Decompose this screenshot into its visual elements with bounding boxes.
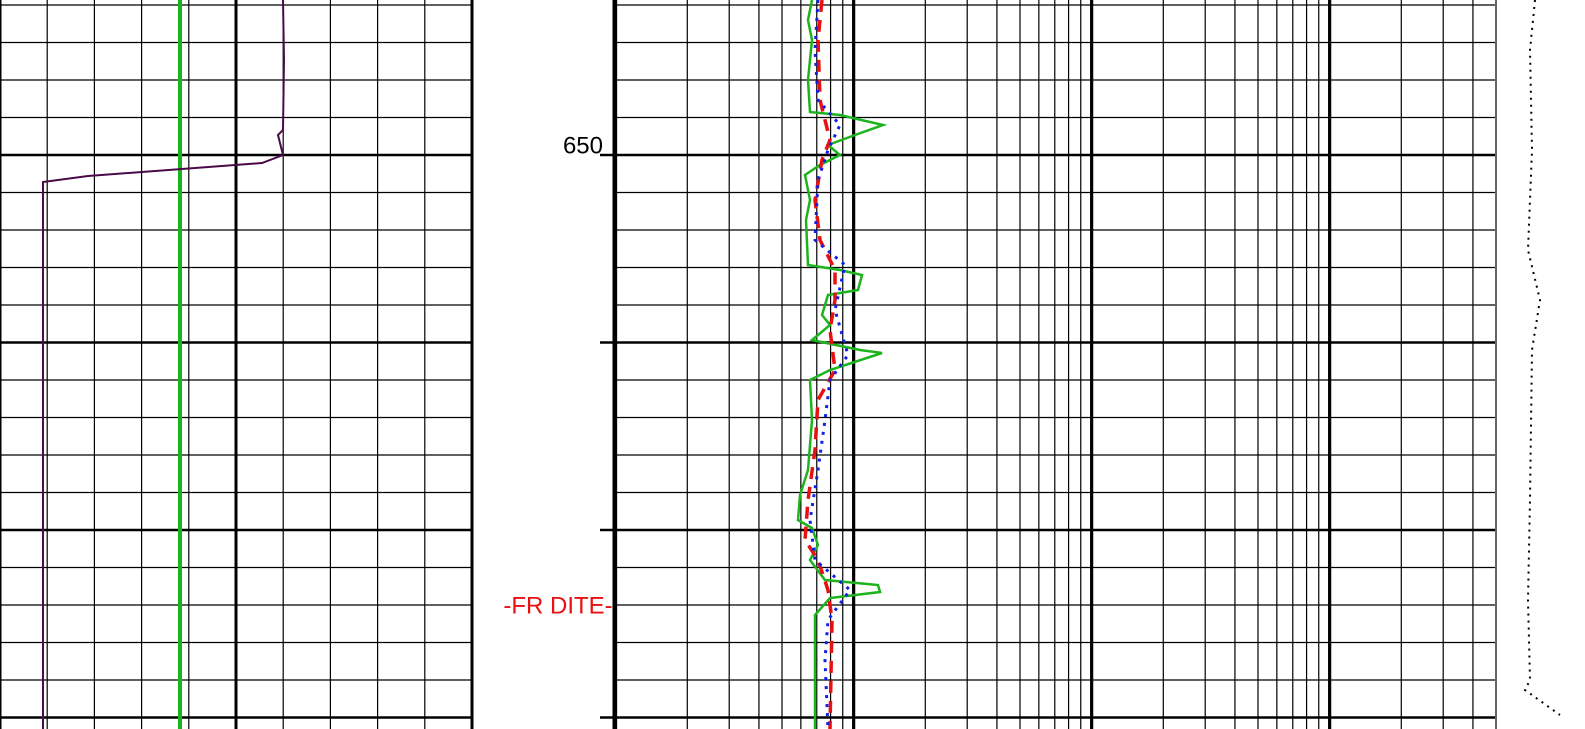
grid (0, 0, 1497, 729)
red-curve (803, 0, 837, 729)
purple-curve (42, 0, 286, 729)
annotation: -FR DITE- (503, 592, 612, 619)
depth-label: 650 (563, 132, 603, 159)
black-curve (1523, 0, 1561, 716)
